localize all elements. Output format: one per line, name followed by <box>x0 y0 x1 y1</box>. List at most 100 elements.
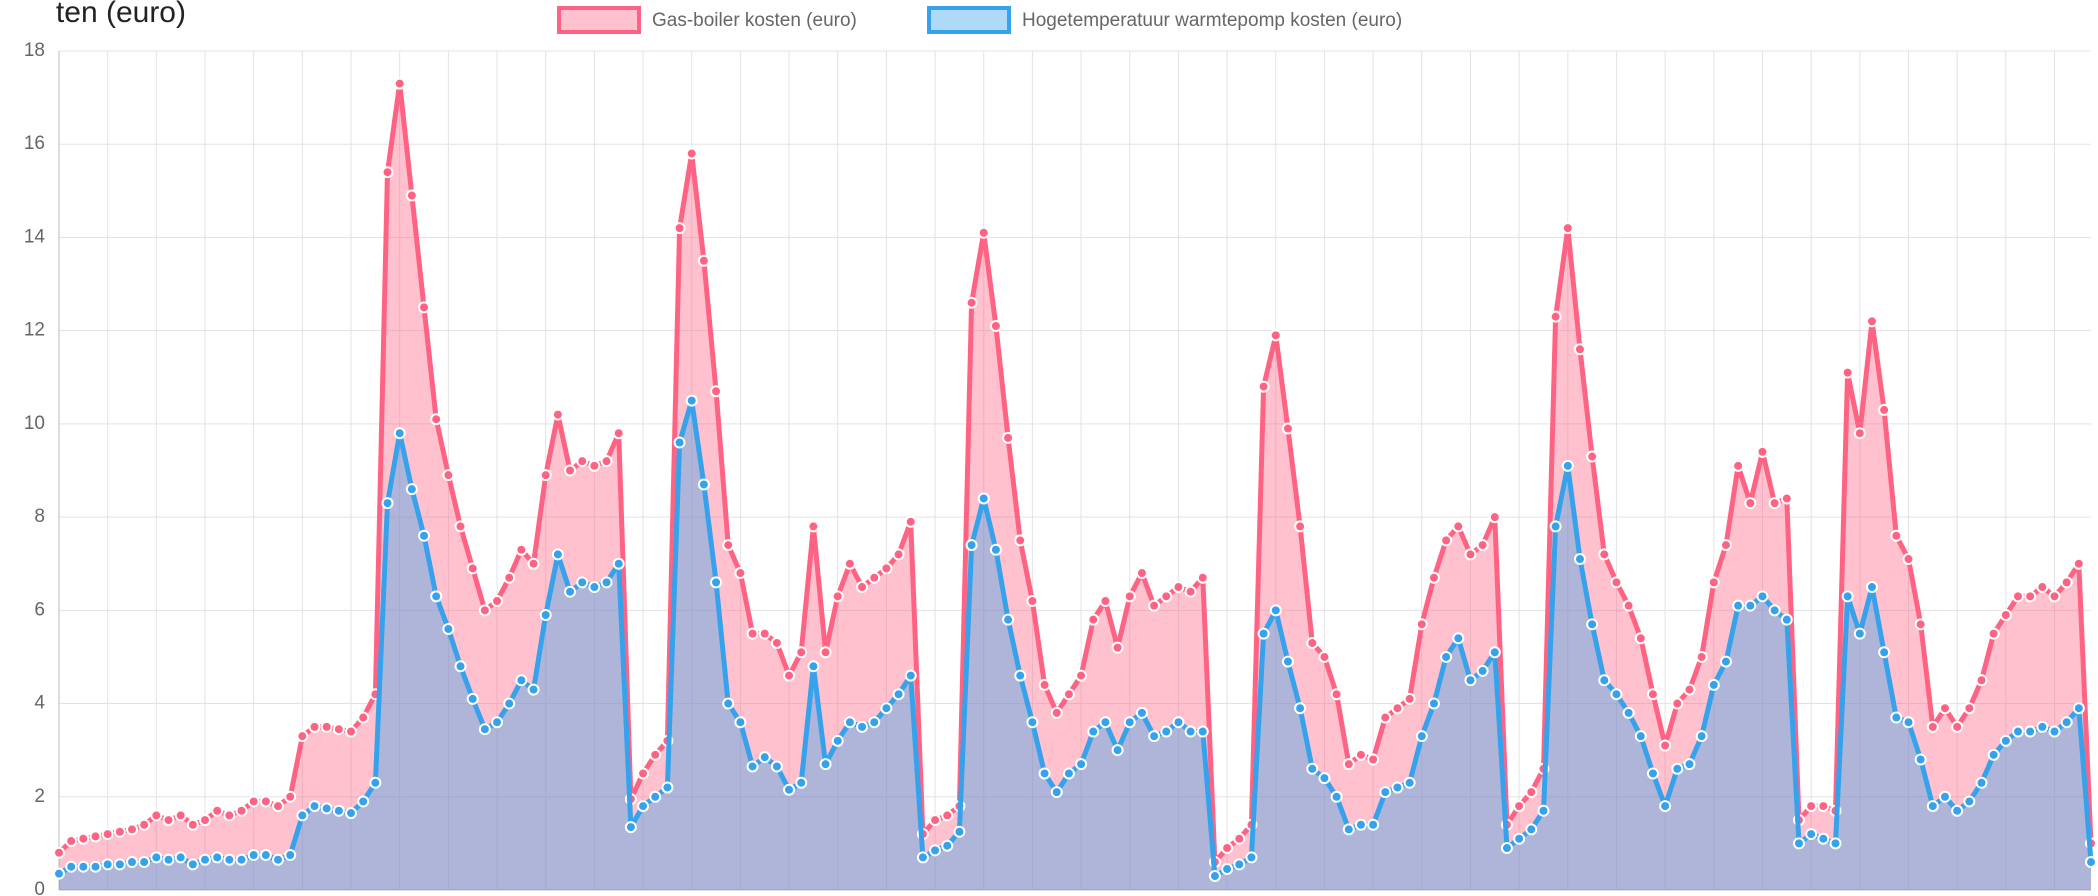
point <box>1902 716 1915 729</box>
point <box>53 867 65 880</box>
point <box>1671 697 1684 710</box>
point <box>1208 870 1221 883</box>
point <box>1221 863 1234 876</box>
point <box>1744 497 1757 510</box>
point <box>320 802 333 815</box>
point <box>1780 492 1793 505</box>
y-tick-label: 14 <box>24 226 46 247</box>
point <box>1695 650 1708 663</box>
point <box>539 608 552 621</box>
point <box>807 660 820 673</box>
point <box>1683 683 1696 696</box>
legend-swatch <box>927 6 1011 34</box>
point <box>1452 632 1465 645</box>
y-tick-label: 0 <box>34 879 45 896</box>
point <box>576 455 589 468</box>
point <box>1257 627 1270 640</box>
legend-label: Hogetemperatuur warmtepomp kosten (euro) <box>1022 10 1402 31</box>
point <box>2060 716 2073 729</box>
point <box>856 720 869 733</box>
y-tick-label: 18 <box>24 40 45 61</box>
point <box>199 853 212 866</box>
point <box>600 455 613 468</box>
point <box>357 711 370 724</box>
point <box>1196 571 1209 584</box>
point <box>332 804 345 817</box>
point <box>1281 422 1294 435</box>
point <box>1573 343 1586 356</box>
point <box>162 814 175 827</box>
y-tick-label: 2 <box>34 786 45 807</box>
point <box>1330 790 1343 803</box>
point <box>1135 706 1148 719</box>
point <box>1330 688 1343 701</box>
point <box>1622 599 1635 612</box>
point <box>1257 380 1270 393</box>
point <box>138 856 151 869</box>
point <box>637 767 650 780</box>
point <box>1707 678 1720 691</box>
point <box>1075 669 1088 682</box>
point <box>332 723 345 736</box>
point <box>1038 678 1051 691</box>
line <box>57 81 2094 865</box>
point <box>965 539 978 552</box>
point <box>1707 576 1720 589</box>
y-axis-label: ten (euro) <box>56 0 186 29</box>
point <box>1354 748 1367 761</box>
point <box>1391 702 1404 715</box>
point <box>795 646 808 659</box>
point <box>211 804 224 817</box>
point <box>1403 692 1416 705</box>
point <box>223 809 236 822</box>
point <box>1671 762 1684 775</box>
point <box>1415 730 1428 743</box>
point <box>1561 459 1574 472</box>
point <box>101 858 114 871</box>
point <box>1367 753 1380 766</box>
point <box>1987 748 2000 761</box>
point <box>77 860 90 873</box>
point <box>2072 702 2085 715</box>
point <box>1610 688 1623 701</box>
point <box>892 688 905 701</box>
point <box>588 581 601 594</box>
point <box>503 571 516 584</box>
point <box>1002 613 1015 626</box>
point <box>2024 725 2037 738</box>
point <box>320 720 333 733</box>
point <box>1391 781 1404 794</box>
point <box>2036 581 2049 594</box>
point <box>1646 767 1659 780</box>
point <box>259 849 272 862</box>
point <box>272 800 285 813</box>
point <box>1999 608 2012 621</box>
point <box>1865 315 1878 328</box>
point <box>1878 403 1891 416</box>
point <box>1938 790 1951 803</box>
point <box>819 758 832 771</box>
point <box>989 543 1002 556</box>
point <box>1805 828 1818 841</box>
point <box>551 548 564 561</box>
point <box>113 858 126 871</box>
point <box>53 846 65 859</box>
point <box>1281 655 1294 668</box>
point <box>1853 627 1866 640</box>
point <box>1865 581 1878 594</box>
point <box>345 807 358 820</box>
point <box>953 825 966 838</box>
point <box>612 427 625 440</box>
legend-label: Gas-boiler kosten (euro) <box>652 10 857 31</box>
point <box>1732 459 1745 472</box>
legend-swatch <box>557 6 641 34</box>
point <box>442 469 455 482</box>
point <box>211 851 224 864</box>
point <box>1610 576 1623 589</box>
point <box>296 730 309 743</box>
point <box>1476 664 1489 677</box>
point <box>1050 786 1063 799</box>
point <box>904 669 917 682</box>
point <box>661 781 674 794</box>
point <box>758 751 771 764</box>
